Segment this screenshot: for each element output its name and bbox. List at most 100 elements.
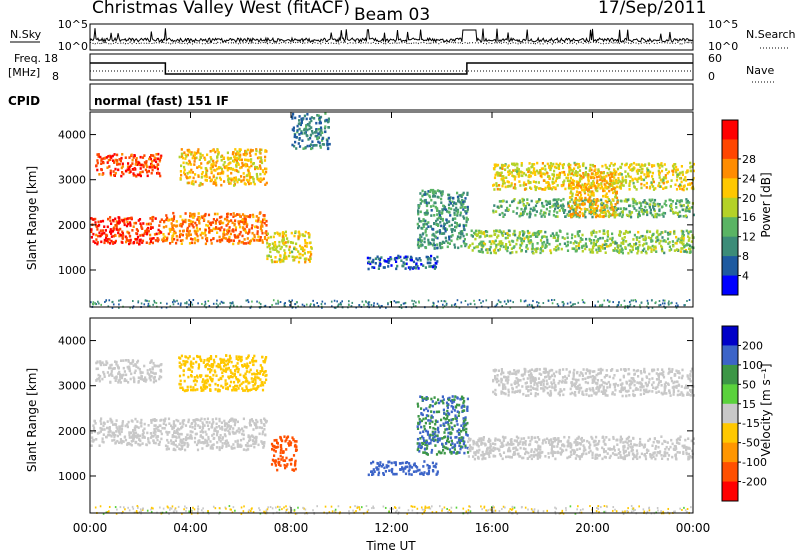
power-cell	[232, 239, 235, 242]
power-cell	[594, 186, 597, 190]
power-cell	[527, 240, 530, 243]
power-cell	[634, 243, 637, 247]
power-cell	[611, 182, 614, 186]
velocity-scatter-point	[360, 506, 363, 509]
velocity-scatter-point	[597, 505, 599, 508]
power-cell	[324, 130, 327, 134]
power-cell	[255, 148, 258, 151]
velocity-cell	[122, 359, 125, 362]
power-cell	[453, 229, 456, 232]
power-cell	[215, 183, 218, 187]
power-cell	[309, 133, 313, 137]
power-cell	[158, 172, 161, 175]
velocity-scatter-point	[406, 512, 408, 515]
power-cell	[188, 161, 192, 164]
power-cell	[551, 173, 554, 176]
power-cell	[367, 267, 370, 271]
power-scatter-point	[172, 303, 175, 306]
velocity-cell	[137, 435, 140, 438]
power-cell	[296, 130, 299, 134]
power-cell	[141, 241, 144, 244]
power-cell	[666, 237, 670, 241]
power-cell	[436, 243, 439, 246]
velocity-cell	[136, 420, 139, 423]
power-colorbar-swatch	[722, 256, 738, 277]
power-cell	[142, 164, 145, 167]
power-cell	[393, 258, 396, 261]
velocity-scatter-point	[366, 510, 369, 513]
power-cell	[556, 206, 559, 210]
power-cell	[603, 189, 606, 192]
power-cell	[646, 172, 649, 176]
power-scatter-point	[229, 306, 231, 309]
velocity-cell	[128, 436, 131, 439]
velocity-cell	[198, 439, 201, 442]
power-cell	[217, 153, 220, 156]
power-cell	[309, 136, 312, 140]
velocity-cell	[95, 379, 98, 382]
velocity-scatter-point	[181, 512, 183, 515]
power-cell	[502, 215, 505, 218]
power-cell	[406, 255, 409, 259]
power-scatter-point	[351, 301, 354, 304]
velocity-scatter-point	[394, 506, 396, 509]
power-cell	[583, 213, 586, 216]
power-cell	[506, 232, 509, 235]
power-cell	[501, 167, 504, 170]
power-cell	[497, 243, 500, 246]
velocity-scatter-point	[537, 509, 540, 512]
velocity-cell	[241, 432, 244, 436]
power-cell	[501, 165, 504, 169]
power-cell	[109, 242, 112, 245]
power-cell	[604, 184, 607, 188]
power-cell	[498, 248, 501, 251]
power-cell	[300, 130, 303, 133]
power-cell	[181, 222, 184, 226]
power-cell	[544, 199, 547, 203]
power-cell	[189, 175, 192, 179]
power-cell	[140, 163, 143, 167]
power-cell	[539, 187, 542, 190]
power-cell	[453, 213, 456, 217]
velocity-cell	[115, 426, 118, 429]
power-cell	[189, 233, 192, 236]
power-cell	[139, 234, 142, 237]
power-cell	[671, 240, 674, 243]
power-cell	[512, 169, 515, 172]
power-cell	[422, 264, 425, 267]
power-scatter-point	[171, 301, 174, 304]
power-cell	[239, 215, 242, 218]
power-cell	[236, 180, 239, 184]
power-cell	[590, 168, 593, 172]
power-cell	[192, 176, 195, 180]
power-cell	[234, 226, 238, 229]
power-cell	[238, 225, 242, 229]
velocity-scatter-point	[603, 505, 606, 508]
power-cell	[294, 256, 297, 259]
power-cell	[608, 164, 611, 168]
power-cell	[229, 161, 232, 164]
velocity-scatter-point	[191, 510, 193, 513]
power-cell	[235, 161, 238, 164]
power-cell	[635, 202, 638, 206]
power-cell	[282, 241, 285, 245]
power-cell	[275, 247, 278, 251]
power-scatter-point	[418, 300, 420, 303]
power-cell	[525, 168, 529, 171]
power-scatter-point	[633, 305, 635, 308]
velocity-cell	[100, 427, 103, 431]
power-cell	[573, 247, 576, 251]
power-scatter-point	[289, 300, 291, 303]
power-cell	[245, 163, 248, 166]
power-cell	[156, 237, 159, 240]
velocity-cell	[103, 372, 106, 376]
power-cell	[439, 191, 443, 195]
power-cell	[516, 170, 519, 173]
power-cell	[396, 264, 399, 268]
power-cell	[187, 162, 190, 166]
power-cell	[107, 217, 110, 221]
power-cell	[132, 225, 135, 228]
power-cell	[563, 211, 566, 214]
power-cell	[445, 208, 448, 211]
power-cell	[504, 185, 507, 189]
